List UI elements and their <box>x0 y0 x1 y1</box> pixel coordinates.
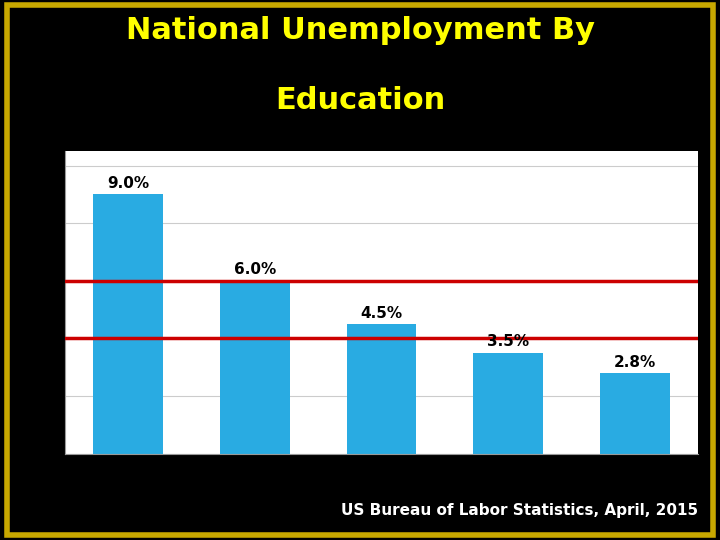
Text: 2.8%: 2.8% <box>614 354 656 369</box>
Text: US Bureau of Labor Statistics, April, 2015: US Bureau of Labor Statistics, April, 20… <box>341 503 698 518</box>
Text: 9.0%: 9.0% <box>107 176 149 191</box>
Text: 3.5%: 3.5% <box>487 334 529 349</box>
Bar <box>474 353 543 454</box>
Text: 4.5%: 4.5% <box>361 306 402 321</box>
Bar <box>220 281 289 454</box>
Text: National Unemployment By: National Unemployment By <box>125 16 595 45</box>
Text: Education: Education <box>275 86 445 116</box>
Bar <box>600 373 670 454</box>
Text: 6.0%: 6.0% <box>234 262 276 278</box>
Bar <box>347 324 416 454</box>
Bar <box>94 194 163 454</box>
